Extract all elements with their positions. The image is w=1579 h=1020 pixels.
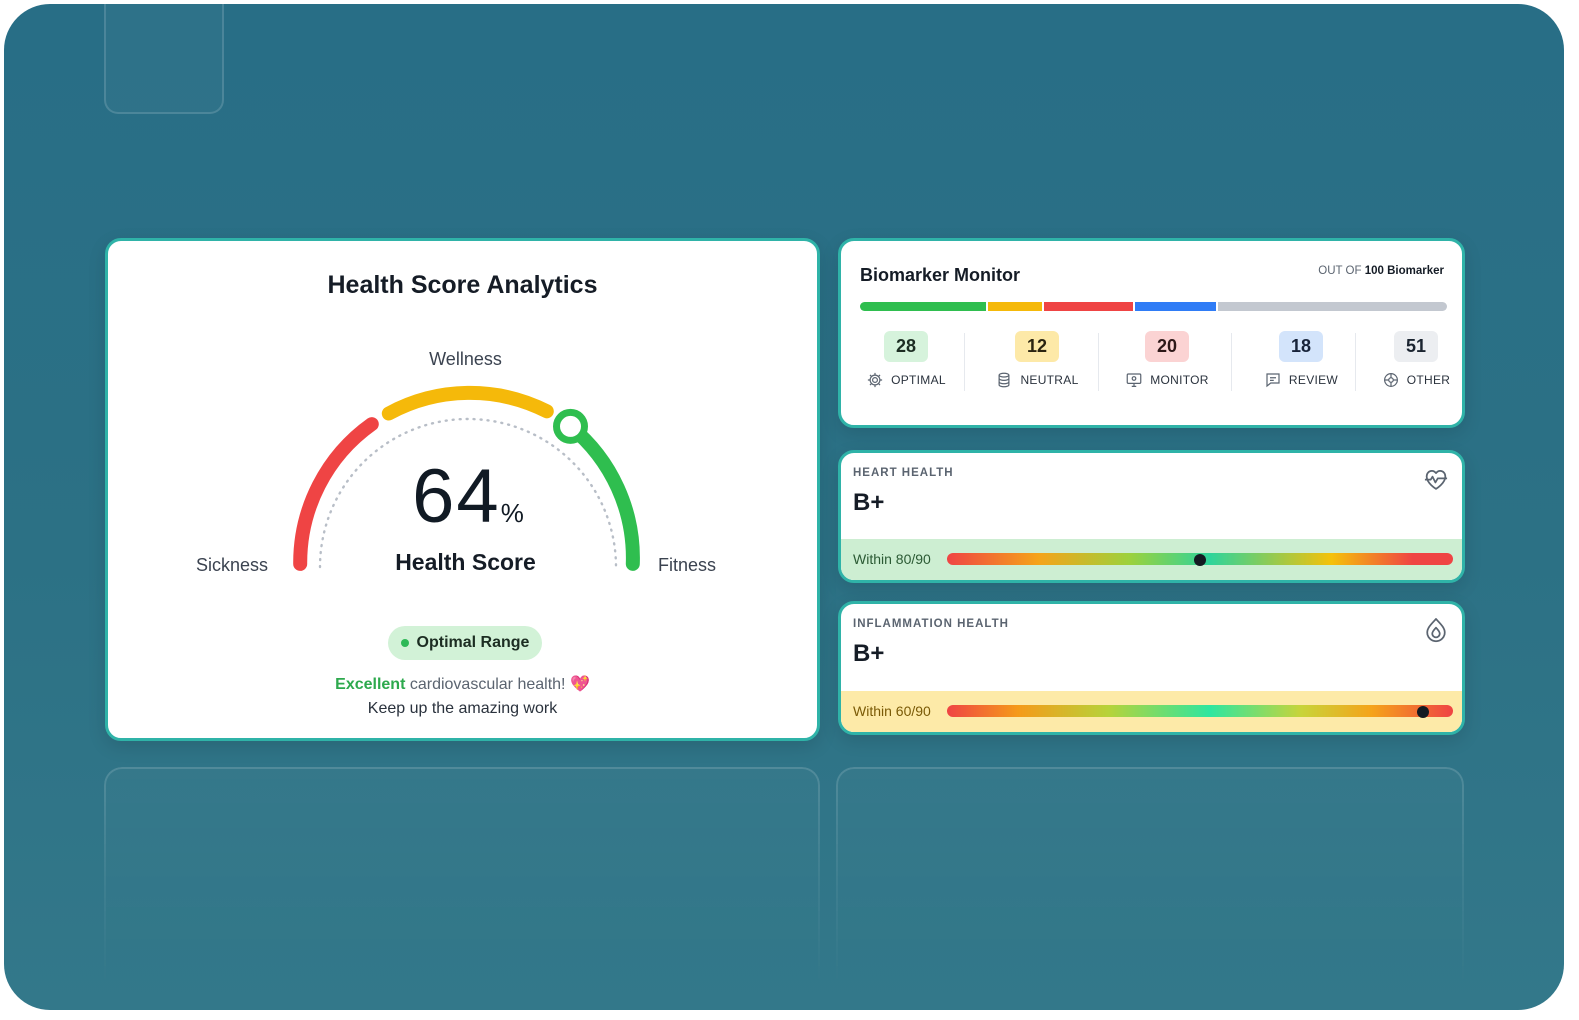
stat-label: REVIEW bbox=[1288, 373, 1339, 387]
optimal-range-badge: Optimal Range bbox=[388, 626, 542, 660]
distribution-segment-optimal bbox=[860, 302, 986, 311]
biomarker-stats: 28 OPTIMAL 12 NEUTRAL 20 MONITOR bbox=[841, 331, 1462, 395]
divider bbox=[1098, 333, 1099, 391]
distribution-segment-other bbox=[1218, 302, 1447, 311]
placeholder-card-left bbox=[104, 767, 820, 1010]
message-text: cardiovascular health! 💖 bbox=[405, 676, 590, 693]
stat-label: MONITOR bbox=[1150, 373, 1209, 387]
stat-count: 28 bbox=[884, 331, 928, 362]
score-number: 64 bbox=[412, 454, 501, 539]
card-title: INFLAMMATION HEALTH bbox=[853, 618, 1009, 630]
stat-review[interactable]: 18 REVIEW bbox=[1251, 331, 1351, 389]
heart-pulse-icon bbox=[1424, 469, 1448, 490]
stat-neutral[interactable]: 12 NEUTRAL bbox=[987, 331, 1087, 389]
gauge-fitness-segment bbox=[563, 419, 640, 571]
stat-count: 18 bbox=[1279, 331, 1323, 362]
range-track bbox=[947, 705, 1453, 717]
gauge-indicator-knob bbox=[553, 408, 588, 444]
divider bbox=[1355, 333, 1356, 391]
stat-optimal[interactable]: 28 OPTIMAL bbox=[859, 331, 953, 389]
total-prefix: OUT OF bbox=[1318, 265, 1362, 277]
inflammation-health-card: INFLAMMATION HEALTH B+ Within 60/90 bbox=[838, 601, 1465, 735]
range-marker[interactable] bbox=[1416, 706, 1429, 718]
background-shape bbox=[104, 4, 224, 114]
stat-count: 20 bbox=[1145, 331, 1189, 362]
globe-icon bbox=[1383, 373, 1398, 387]
distribution-segment-review bbox=[1135, 302, 1217, 311]
stat-label: OPTIMAL bbox=[891, 373, 946, 387]
range-band: Within 60/90 bbox=[841, 691, 1462, 732]
zone-label-wellness: Wellness bbox=[429, 349, 502, 369]
badge-label: Optimal Range bbox=[416, 634, 530, 651]
card-title: HEART HEALTH bbox=[853, 467, 954, 479]
stat-label: OTHER bbox=[1406, 373, 1451, 387]
divider bbox=[1231, 333, 1232, 391]
range-label: Within 80/90 bbox=[853, 551, 931, 567]
background-frame: Health Score Analytics Wellness Sickness… bbox=[4, 4, 1564, 1010]
status-dot-icon bbox=[400, 639, 409, 647]
chat-icon bbox=[1266, 373, 1280, 388]
gauge-inner-track bbox=[318, 417, 618, 569]
gauge-wellness-segment bbox=[381, 385, 554, 421]
health-grade: B+ bbox=[853, 489, 885, 516]
stat-count: 51 bbox=[1394, 331, 1438, 362]
stat-count: 12 bbox=[1015, 331, 1059, 362]
health-message-line2: Keep up the amazing work bbox=[367, 700, 558, 717]
total-value: 100 Biomarker bbox=[1364, 265, 1444, 277]
biomarker-distribution-bar bbox=[860, 302, 1447, 311]
health-score-card: Health Score Analytics Wellness Sickness… bbox=[105, 238, 820, 741]
range-label: Within 60/90 bbox=[853, 703, 931, 719]
health-score-gauge bbox=[293, 385, 640, 571]
gear-icon bbox=[867, 372, 883, 388]
stat-monitor[interactable]: 20 MONITOR bbox=[1117, 331, 1217, 389]
distribution-segment-monitor bbox=[1043, 302, 1134, 311]
health-message: Excellent cardiovascular health! 💖 bbox=[108, 674, 817, 694]
placeholder-card-right bbox=[836, 767, 1464, 1010]
distribution-segment-neutral bbox=[987, 302, 1042, 311]
stat-label: NEUTRAL bbox=[1020, 373, 1079, 387]
biomarker-total: OUT OF 100 Biomarker bbox=[1318, 265, 1444, 277]
range-marker[interactable] bbox=[1194, 554, 1206, 566]
zone-label-sickness: Sickness bbox=[196, 555, 269, 575]
message-highlight: Excellent bbox=[335, 676, 406, 693]
biomarker-monitor-card: Biomarker Monitor OUT OF 100 Biomarker 2… bbox=[838, 238, 1465, 428]
gauge-sickness-segment bbox=[293, 417, 379, 571]
range-band: Within 80/90 bbox=[841, 539, 1462, 580]
score-label: Health Score bbox=[395, 549, 536, 575]
divider bbox=[964, 333, 965, 391]
health-grade: B+ bbox=[853, 640, 885, 667]
heart-health-card: HEART HEALTH B+ Within 80/90 bbox=[838, 450, 1465, 583]
database-icon bbox=[998, 372, 1010, 388]
flame-drop-icon bbox=[1426, 618, 1446, 643]
score-value: 64% bbox=[408, 459, 528, 535]
card-title: Health Score Analytics bbox=[327, 271, 598, 299]
stat-other[interactable]: 51 OTHER bbox=[1375, 331, 1457, 389]
monitor-icon bbox=[1126, 373, 1142, 387]
card-title: Biomarker Monitor bbox=[860, 265, 1021, 285]
zone-label-fitness: Fitness bbox=[658, 555, 717, 575]
score-unit: % bbox=[500, 498, 524, 528]
